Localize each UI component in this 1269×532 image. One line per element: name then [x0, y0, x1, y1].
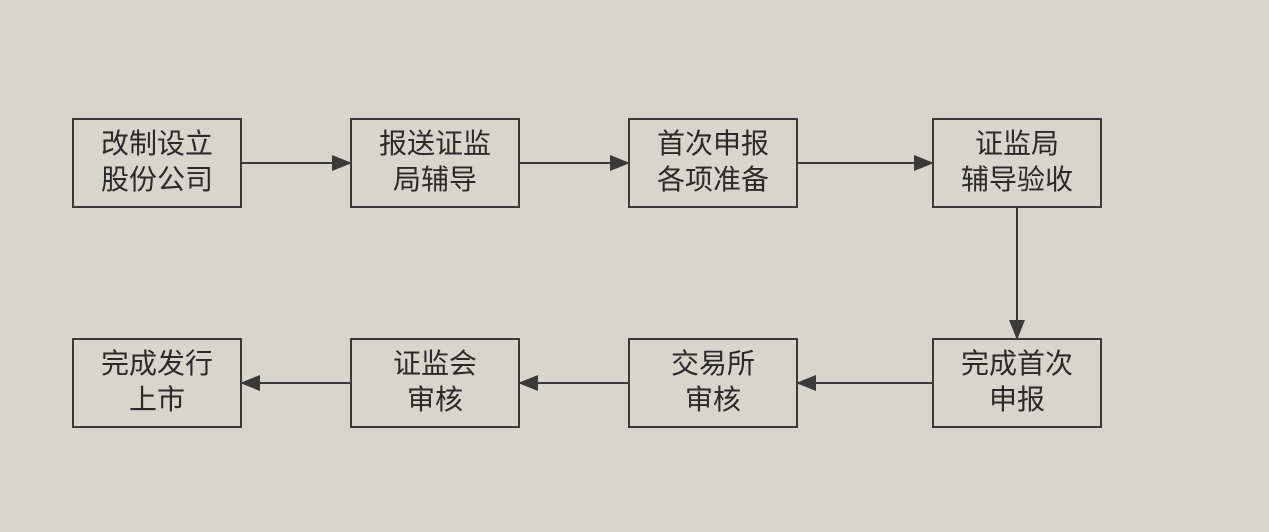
flowchart-arrows — [0, 0, 1269, 532]
node-label: 证监会 — [393, 349, 477, 380]
flowchart-node-n8: 完成发行上市 — [72, 338, 242, 428]
flowchart-node-n3: 首次申报各项准备 — [628, 118, 798, 208]
node-label: 辅导验收 — [961, 165, 1073, 196]
flowchart-node-n2: 报送证监局辅导 — [350, 118, 520, 208]
node-label: 审核 — [685, 385, 741, 416]
node-label: 申报 — [989, 385, 1045, 416]
node-label: 股份公司 — [101, 165, 213, 196]
flowchart-node-n6: 交易所审核 — [628, 338, 798, 428]
node-label: 完成首次 — [961, 349, 1073, 380]
node-label: 证监局 — [975, 129, 1059, 160]
node-label: 交易所 — [671, 349, 755, 380]
flowchart-node-n5: 完成首次申报 — [932, 338, 1102, 428]
flowchart-node-n1: 改制设立股份公司 — [72, 118, 242, 208]
node-label: 完成发行 — [101, 349, 213, 380]
node-label: 局辅导 — [393, 165, 477, 196]
flowchart-node-n4: 证监局辅导验收 — [932, 118, 1102, 208]
node-label: 各项准备 — [657, 165, 769, 196]
flowchart-node-n7: 证监会审核 — [350, 338, 520, 428]
node-label: 改制设立 — [101, 129, 213, 160]
node-label: 审核 — [407, 385, 463, 416]
node-label: 报送证监 — [379, 129, 491, 160]
node-label: 首次申报 — [657, 129, 769, 160]
ipo-flowchart: 改制设立股份公司 报送证监局辅导 首次申报各项准备 证监局辅导验收完成首次申报 交易所审… — [0, 0, 1269, 532]
node-label: 上市 — [129, 385, 185, 416]
